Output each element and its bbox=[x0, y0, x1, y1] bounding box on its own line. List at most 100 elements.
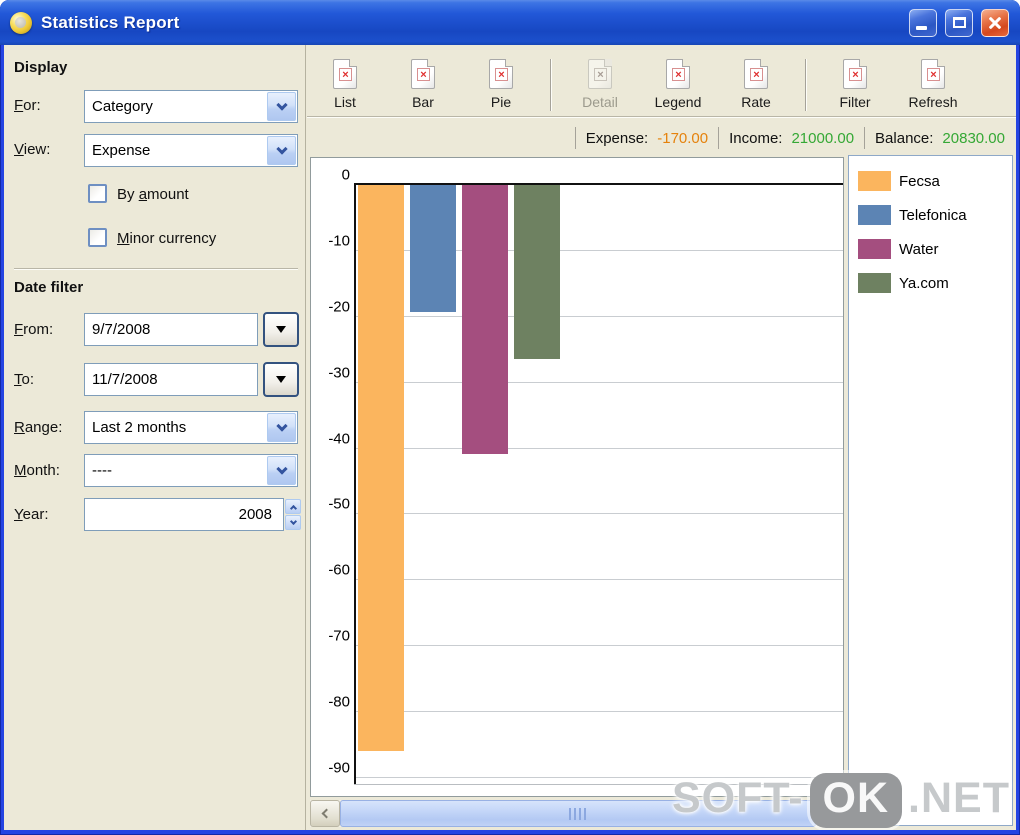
gridline bbox=[356, 711, 843, 713]
toolbar-button-list[interactable]: × List bbox=[312, 57, 378, 110]
chevron-down-icon[interactable] bbox=[267, 456, 296, 485]
y-axis-label: -60 bbox=[328, 561, 350, 579]
bar-telefonica bbox=[410, 185, 456, 313]
close-icon bbox=[982, 10, 1008, 36]
chart-legend: Fecsa Telefonica Water Ya.com bbox=[848, 155, 1013, 826]
maximize-icon bbox=[953, 17, 966, 28]
for-select[interactable]: Category bbox=[84, 90, 298, 123]
grip-icon bbox=[569, 807, 587, 820]
title-bar[interactable]: Statistics Report bbox=[0, 0, 1020, 45]
gridline bbox=[356, 645, 843, 647]
spin-up-button[interactable] bbox=[285, 499, 301, 514]
summary-separator bbox=[574, 127, 576, 149]
spin-down-button[interactable] bbox=[285, 515, 301, 530]
month-select-value: ---- bbox=[92, 462, 112, 479]
from-label: From: bbox=[14, 321, 54, 338]
minimize-icon bbox=[916, 26, 927, 30]
gridline bbox=[356, 579, 843, 581]
triangle-down-icon bbox=[276, 376, 286, 383]
maximize-button[interactable] bbox=[945, 9, 973, 37]
for-select-value: Category bbox=[92, 98, 153, 115]
view-label: View: bbox=[14, 141, 51, 158]
legend-item: Fecsa bbox=[858, 171, 1012, 191]
to-date-dropdown-button[interactable] bbox=[263, 362, 299, 397]
y-axis-label: -40 bbox=[328, 430, 350, 448]
gridline bbox=[356, 776, 843, 778]
horizontal-scrollbar[interactable] bbox=[310, 800, 844, 827]
gridline bbox=[356, 447, 843, 449]
to-label: To: bbox=[14, 371, 35, 388]
for-label: For: bbox=[14, 97, 41, 114]
from-date-dropdown-button[interactable] bbox=[263, 312, 299, 347]
gridline bbox=[356, 315, 843, 317]
minor-currency-label: Minor currency bbox=[117, 230, 217, 247]
y-axis-label: -10 bbox=[328, 232, 350, 250]
close-button[interactable] bbox=[981, 9, 1009, 37]
watermark: SOFT- OK .NET bbox=[672, 773, 1010, 828]
view-select[interactable]: Expense bbox=[84, 134, 298, 167]
income-label: Income: bbox=[729, 129, 783, 147]
minor-currency-checkbox[interactable] bbox=[88, 228, 107, 247]
toolbar: × List × Bar × Pie × Detail × Legend × Rate × Filter ×… bbox=[312, 57, 966, 111]
date-filter-heading: Date filter bbox=[14, 279, 84, 296]
toolbar-divider bbox=[307, 116, 1016, 118]
legend-swatch-icon bbox=[858, 239, 891, 259]
scrollbar-thumb[interactable] bbox=[340, 800, 816, 827]
bar-fecsa bbox=[358, 185, 404, 751]
legend-item: Ya.com bbox=[858, 273, 1012, 293]
chevron-down-icon[interactable] bbox=[267, 413, 296, 442]
y-axis-label: -90 bbox=[328, 759, 350, 777]
month-label: Month: bbox=[14, 462, 60, 479]
gridline bbox=[356, 381, 843, 383]
window-controls bbox=[909, 9, 1009, 37]
client-area: Display For: Category View: Expense By a… bbox=[4, 45, 1016, 830]
section-divider bbox=[14, 268, 298, 270]
month-select[interactable]: ---- bbox=[84, 454, 298, 487]
legend-swatch-icon bbox=[858, 171, 891, 191]
toolbar-button-legend[interactable]: × Legend bbox=[645, 57, 711, 110]
by-amount-label: By amount bbox=[117, 186, 189, 203]
document-x-icon: × bbox=[489, 59, 513, 89]
document-x-icon: × bbox=[588, 59, 612, 89]
to-date-input[interactable]: 11/7/2008 bbox=[84, 363, 258, 396]
app-icon bbox=[10, 11, 32, 34]
bar-chart: 0 -10 -20 -30 -40 -50 -60 -70 -80 -90 bbox=[311, 158, 843, 796]
chevron-down-icon[interactable] bbox=[267, 92, 296, 121]
range-select[interactable]: Last 2 months bbox=[84, 411, 298, 444]
balance-value: 20830.00 bbox=[942, 129, 1005, 147]
legend-swatch-icon bbox=[858, 205, 891, 225]
document-x-icon: × bbox=[666, 59, 690, 89]
watermark-text: SOFT- bbox=[671, 774, 804, 822]
range-label: Range: bbox=[14, 419, 63, 436]
from-date-input[interactable]: 9/7/2008 bbox=[84, 313, 258, 346]
legend-item: Water bbox=[858, 239, 1012, 259]
window-title: Statistics Report bbox=[41, 12, 180, 32]
by-amount-checkbox[interactable] bbox=[88, 184, 107, 203]
y-axis-line bbox=[354, 183, 356, 784]
summary-bar: Expense: -170.00 Income: 21000.00 Balanc… bbox=[565, 125, 1005, 151]
document-x-icon: × bbox=[921, 59, 945, 89]
range-select-value: Last 2 months bbox=[92, 419, 187, 436]
y-axis-label: -30 bbox=[328, 364, 350, 382]
toolbar-button-pie[interactable]: × Pie bbox=[468, 57, 534, 110]
minimize-button[interactable] bbox=[909, 9, 937, 37]
toolbar-button-filter[interactable]: × Filter bbox=[822, 57, 888, 110]
scroll-left-button[interactable] bbox=[310, 800, 340, 827]
y-axis-label: -80 bbox=[328, 693, 350, 711]
document-x-icon: × bbox=[411, 59, 435, 89]
summary-separator bbox=[718, 127, 720, 149]
chevron-down-icon[interactable] bbox=[267, 136, 296, 165]
toolbar-button-rate[interactable]: × Rate bbox=[723, 57, 789, 110]
x-axis-zero-line bbox=[354, 183, 843, 185]
toolbar-button-refresh[interactable]: × Refresh bbox=[900, 57, 966, 110]
legend-swatch-icon bbox=[858, 273, 891, 293]
year-label: Year: bbox=[14, 506, 49, 523]
year-input[interactable]: 2008 bbox=[84, 498, 284, 531]
income-value: 21000.00 bbox=[791, 129, 855, 147]
chevron-up-icon bbox=[289, 504, 297, 512]
gridline bbox=[356, 513, 843, 515]
y-axis-label: -70 bbox=[328, 627, 350, 645]
chart-panel: 0 -10 -20 -30 -40 -50 -60 -70 -80 -90 bbox=[310, 157, 844, 797]
toolbar-button-bar[interactable]: × Bar bbox=[390, 57, 456, 110]
